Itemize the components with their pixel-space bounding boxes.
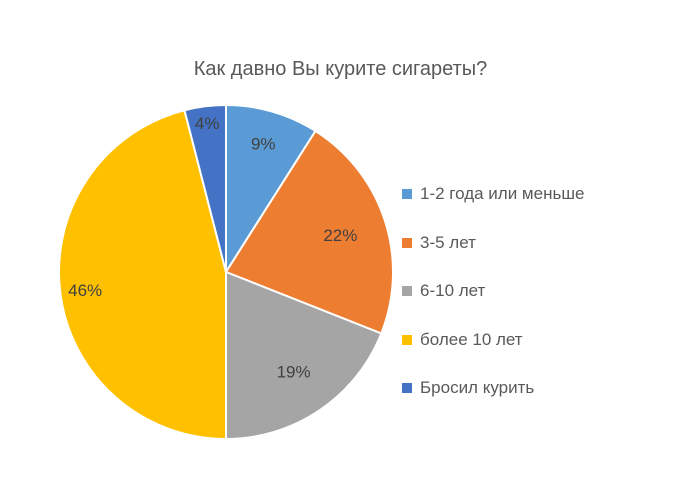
pie-slice: [225, 103, 317, 276]
data-label: 19%: [277, 362, 311, 381]
legend-swatch-icon: [402, 334, 412, 345]
data-label: 9%: [251, 135, 276, 154]
legend-swatch-icon: [402, 189, 412, 200]
legend: 1-2 года или меньше 3-5 лет 6-10 лет бол…: [402, 170, 584, 413]
legend-item-1-2-years: 1-2 года или меньше: [402, 170, 584, 219]
data-label: 22%: [323, 226, 357, 245]
legend-item-3-5-years: 3-5 лет: [402, 219, 584, 268]
legend-label: 6-10 лет: [420, 281, 486, 301]
legend-swatch-icon: [402, 237, 412, 248]
legend-item-6-10-years: 6-10 лет: [402, 267, 584, 316]
pie-slice: [58, 109, 227, 441]
data-label: 46%: [68, 281, 102, 300]
legend-label: Бросил курить: [420, 378, 535, 398]
legend-item-quit: Бросил курить: [402, 364, 584, 413]
pie-slice: [224, 129, 394, 335]
legend-swatch-icon: [402, 286, 412, 297]
chart-title: Как давно Вы курите сигареты?: [193, 58, 488, 80]
legend-swatch-icon: [402, 383, 412, 394]
data-label: 4%: [195, 114, 220, 133]
legend-label: 3-5 лет: [420, 232, 476, 252]
pie-slice: [183, 103, 227, 273]
legend-label: более 10 лет: [420, 329, 523, 349]
legend-label: 1-2 года или меньше: [420, 184, 585, 204]
pie-slice: [225, 270, 383, 441]
legend-item-over-10-years: более 10 лет: [402, 316, 584, 365]
